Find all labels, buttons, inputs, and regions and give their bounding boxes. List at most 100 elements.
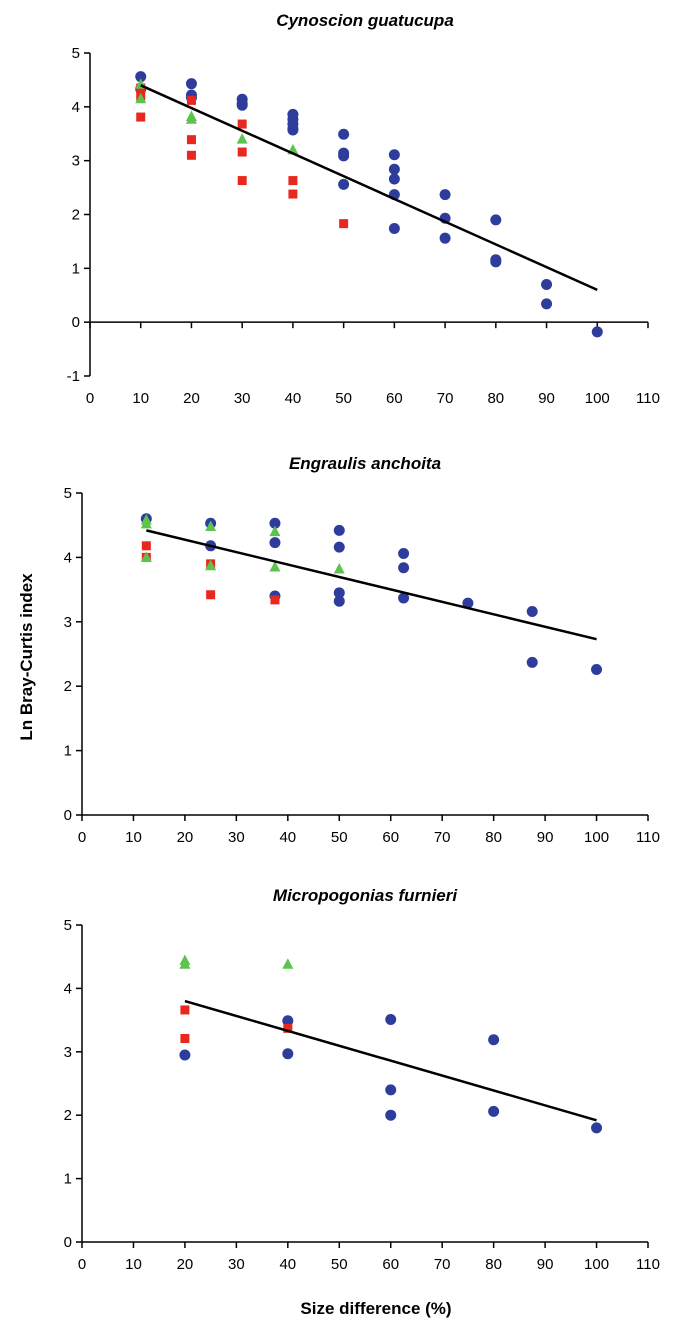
data-point-circle	[333, 524, 345, 536]
y-tick-label: 3	[64, 614, 72, 631]
x-tick-label: 100	[584, 829, 609, 846]
y-tick-label: 3	[64, 1044, 72, 1061]
trend-line	[140, 84, 598, 292]
x-tick-label: 90	[537, 829, 554, 846]
x-tick-label: 70	[434, 1256, 451, 1273]
x-tick-label: 100	[584, 1256, 609, 1273]
x-tick-label: 80	[485, 1256, 502, 1273]
x-tick-label: 20	[177, 829, 194, 846]
data-point-circle	[269, 537, 281, 549]
x-tick-label: 0	[78, 829, 86, 846]
x-tick-label: 70	[437, 390, 454, 407]
data-point-square	[270, 595, 280, 605]
data-point-triangle	[179, 958, 191, 969]
trend-line	[184, 999, 597, 1122]
data-point-circle	[333, 595, 345, 607]
y-tick-label: 2	[72, 207, 80, 224]
x-tick-label: 40	[279, 1256, 296, 1273]
data-point-circle	[398, 562, 410, 574]
data-point-circle	[462, 597, 474, 609]
data-point-circle	[591, 1122, 603, 1134]
data-point-triangle	[205, 559, 217, 571]
x-tick-label: 60	[382, 829, 399, 846]
x-tick-label: 20	[183, 390, 200, 407]
data-point-triangle	[282, 958, 294, 969]
data-point-circle	[282, 1015, 294, 1027]
data-point-triangle	[135, 92, 147, 104]
x-tick-label: 10	[132, 390, 149, 407]
data-point-circle	[135, 71, 147, 83]
x-tick-label: 90	[538, 390, 555, 407]
x-tick-label: 60	[386, 390, 403, 407]
data-point-circle	[338, 128, 350, 140]
y-tick-label: -1	[67, 368, 80, 385]
data-point-triangle	[269, 561, 281, 572]
data-point-circle	[388, 222, 400, 234]
data-point-circle	[488, 1105, 500, 1117]
data-point-circle	[236, 99, 248, 111]
data-point-circle	[490, 256, 502, 268]
x-tick-label: 40	[285, 390, 302, 407]
x-tick-label: 0	[78, 1256, 86, 1273]
data-point-square	[288, 176, 298, 186]
data-point-circle	[287, 124, 299, 136]
x-tick-label: 10	[125, 829, 142, 846]
data-point-circle	[385, 1084, 397, 1096]
chart-title: Engraulis anchoita	[289, 454, 441, 473]
data-point-circle	[338, 150, 350, 162]
data-point-circle	[282, 1048, 294, 1060]
data-point-square	[136, 112, 146, 122]
x-tick-label: 50	[335, 390, 352, 407]
y-tick-label: 2	[64, 1107, 72, 1124]
data-point-square	[339, 219, 349, 229]
x-tick-label: 80	[487, 390, 504, 407]
plot-marks	[140, 513, 603, 675]
data-point-circle	[179, 1049, 191, 1061]
y-tick-label: 0	[64, 1234, 72, 1251]
data-point-triangle	[140, 517, 152, 529]
data-point-square	[180, 1033, 190, 1043]
data-point-square	[141, 541, 151, 551]
data-point-circle	[439, 232, 451, 244]
data-point-circle	[185, 78, 197, 90]
data-point-square	[237, 119, 247, 129]
x-tick-label: 80	[485, 829, 502, 846]
y-tick-label: 5	[64, 485, 72, 502]
data-point-circle	[526, 656, 538, 668]
data-point-square	[237, 147, 247, 157]
data-point-circle	[333, 587, 345, 599]
y-tick-label: 0	[72, 314, 80, 331]
x-tick-label: 110	[636, 1256, 660, 1273]
data-point-triangle	[205, 520, 217, 531]
x-tick-label: 50	[331, 829, 348, 846]
data-point-circle	[490, 214, 502, 226]
plot-marks	[135, 71, 603, 338]
data-point-triangle	[333, 562, 345, 574]
data-point-circle	[398, 548, 410, 560]
data-point-triangle	[185, 113, 197, 124]
y-tick-label: 4	[72, 99, 80, 116]
y-tick-label: 2	[64, 678, 72, 695]
y-tick-label: 3	[72, 153, 80, 170]
x-tick-label: 0	[86, 390, 94, 407]
x-tick-label: 50	[331, 1256, 348, 1273]
chart-title: Cynoscion guatucupa	[276, 11, 454, 30]
data-point-square	[288, 189, 298, 199]
data-point-circle	[388, 163, 400, 175]
y-tick-label: 1	[72, 260, 80, 277]
data-point-circle	[333, 541, 345, 553]
y-tick-label: 5	[72, 45, 80, 62]
y-axis-title: Ln Bray-Curtis index	[17, 573, 36, 741]
x-tick-label: 30	[228, 829, 245, 846]
x-tick-label: 110	[636, 390, 660, 407]
x-tick-label: 10	[125, 1256, 142, 1273]
data-point-circle	[591, 326, 603, 338]
data-point-circle	[591, 663, 603, 675]
y-tick-label: 0	[64, 807, 72, 824]
